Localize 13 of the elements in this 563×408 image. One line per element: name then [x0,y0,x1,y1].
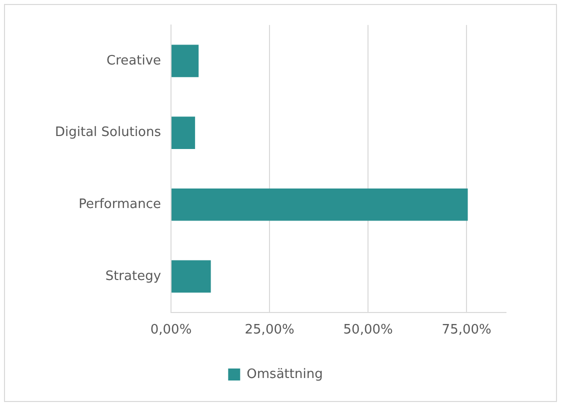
bar [172,44,199,78]
y-tick-label: Strategy [105,268,162,284]
x-tick-label: 25,00% [244,322,294,338]
x-tick-label: 75,00% [442,322,492,338]
y-tick-label: Creative [106,53,162,68]
bar [172,260,211,293]
y-tick-label: Digital Solutions [54,125,162,140]
bar [172,116,196,149]
y-tick-label: Performance [78,197,162,212]
legend-label: Omsättning [246,366,323,382]
bar [172,188,468,221]
x-tick-label: 50,00% [343,322,393,338]
x-tick-label: 0,00% [150,322,192,338]
